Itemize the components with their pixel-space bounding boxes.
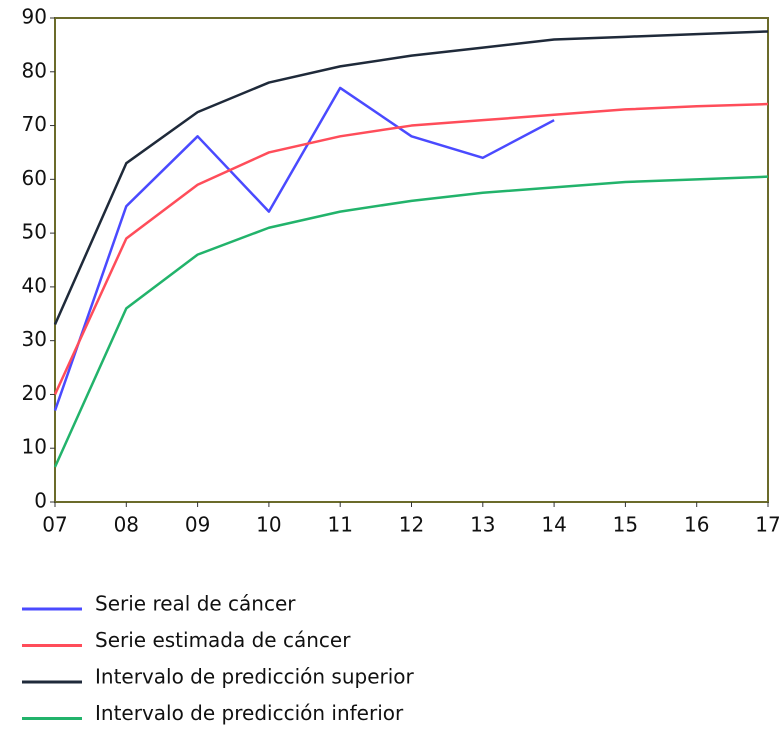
x-tick-label: 11 <box>327 513 352 537</box>
x-tick-label: 14 <box>541 513 566 537</box>
x-tick-label: 12 <box>399 513 424 537</box>
y-tick-label: 40 <box>22 273 47 297</box>
y-tick-label: 20 <box>22 381 47 405</box>
x-tick-label: 13 <box>470 513 495 537</box>
x-tick-label: 16 <box>684 513 709 537</box>
x-tick-label: 10 <box>256 513 281 537</box>
x-tick-label: 17 <box>755 513 780 537</box>
x-tick-label: 15 <box>613 513 638 537</box>
y-tick-label: 60 <box>22 166 47 190</box>
x-tick-label: 08 <box>114 513 139 537</box>
series-line <box>53 175 769 468</box>
series-line <box>53 86 555 411</box>
y-tick-label: 30 <box>22 327 47 351</box>
legend-label: Serie real de cáncer <box>95 592 296 616</box>
plot-frame <box>54 17 769 503</box>
y-tick-label: 70 <box>22 112 47 136</box>
legend-label: Intervalo de predicción superior <box>95 665 415 689</box>
y-tick-label: 50 <box>22 220 47 244</box>
series-line <box>53 102 769 395</box>
y-tick-label: 10 <box>22 435 47 459</box>
y-tick-label: 80 <box>22 58 47 82</box>
series-line <box>53 30 769 326</box>
x-tick-label: 09 <box>185 513 210 537</box>
legend-label: Intervalo de predicción inferior <box>95 701 404 725</box>
legend-label: Serie estimada de cáncer <box>95 628 351 652</box>
y-tick-label: 0 <box>34 489 47 513</box>
x-tick-label: 07 <box>42 513 67 537</box>
y-tick-label: 90 <box>22 5 47 29</box>
